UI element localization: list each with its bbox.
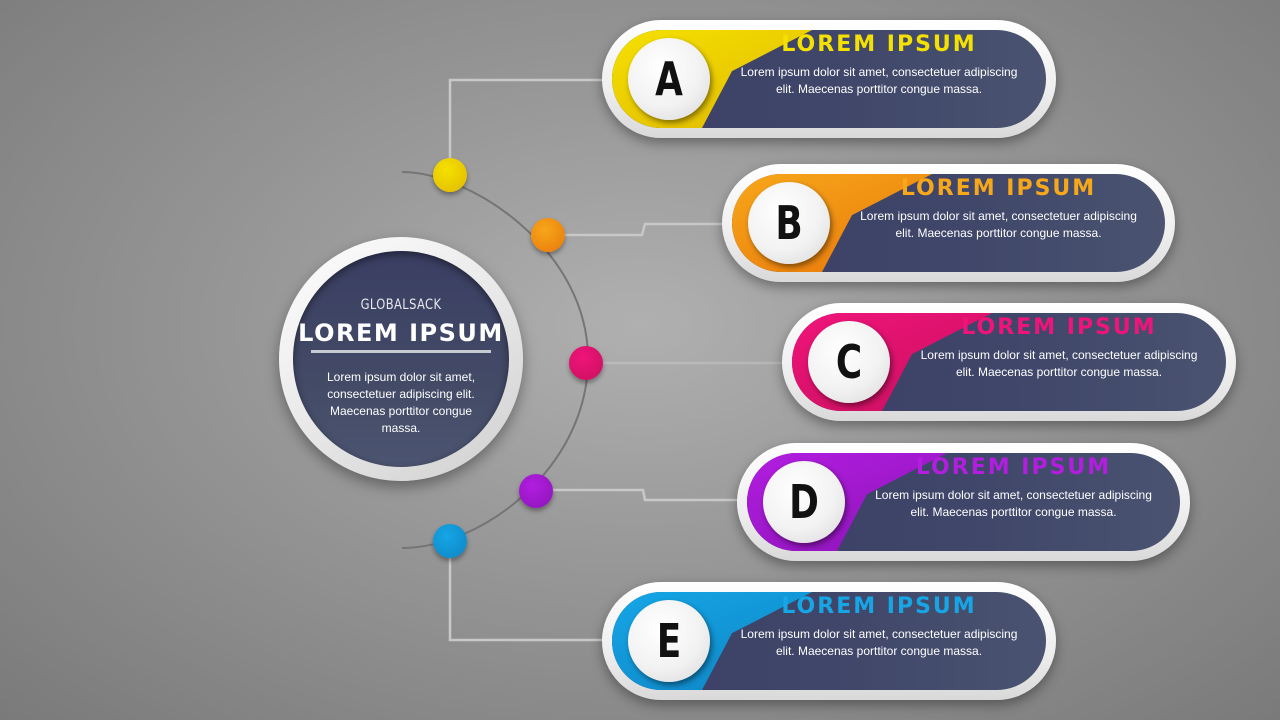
item-c-card: C LOREM IPSUM Lorem ipsum dolor sit amet… [782,303,1236,421]
item-e-title: LOREM IPSUM [781,594,977,619]
item-b-card: B LOREM IPSUM Lorem ipsum dolor sit amet… [722,164,1175,282]
center-hub: GLOBALSACK LOREM IPSUM Lorem ipsum dolor… [279,237,523,481]
item-d-title: LOREM IPSUM [915,455,1112,480]
connector-e [448,541,610,642]
node-b [531,218,565,252]
item-b-title: LOREM IPSUM [900,176,1097,201]
center-disc: GLOBALSACK LOREM IPSUM Lorem ipsum dolor… [293,251,509,467]
item-e-card: E LOREM IPSUM Lorem ipsum dolor sit amet… [602,582,1056,700]
item-d-badge: D [763,461,845,543]
item-d-letter: D [789,475,819,529]
item-d-card: D LOREM IPSUM Lorem ipsum dolor sit amet… [737,443,1190,561]
item-a-card: A LOREM IPSUM Lorem ipsum dolor sit amet… [602,20,1056,138]
item-a-body: Lorem ipsum dolor sit amet, consectetuer… [740,65,1018,96]
item-e-badge: E [628,600,710,682]
item-a-title: LOREM IPSUM [781,32,977,57]
item-b-letter: B [775,196,803,250]
center-brand: GLOBALSACK [360,297,442,313]
item-d-body: Lorem ipsum dolor sit amet, consectetuer… [875,488,1152,519]
item-c-letter: C [835,335,863,389]
item-c-body: Lorem ipsum dolor sit amet, consectetuer… [920,348,1198,379]
connector-b [548,222,730,237]
item-b-body: Lorem ipsum dolor sit amet, consectetuer… [860,209,1137,240]
item-b-badge: B [748,182,830,264]
center-body: Lorem ipsum dolor sit amet, consectetuer… [326,370,476,435]
node-c [569,346,603,380]
item-a-badge: A [628,38,710,120]
center-title: LOREM IPSUM [298,319,504,347]
node-a [433,158,467,192]
center-divider [311,350,491,353]
item-e-letter: E [656,614,682,668]
node-d [519,474,553,508]
item-e-body: Lorem ipsum dolor sit amet, consectetuer… [740,627,1018,658]
item-c-badge: C [808,321,890,403]
item-c-title: LOREM IPSUM [961,315,1157,340]
node-e [433,524,467,558]
item-a-letter: A [655,52,683,106]
connector-d [536,488,740,502]
connector-a [448,78,610,175]
